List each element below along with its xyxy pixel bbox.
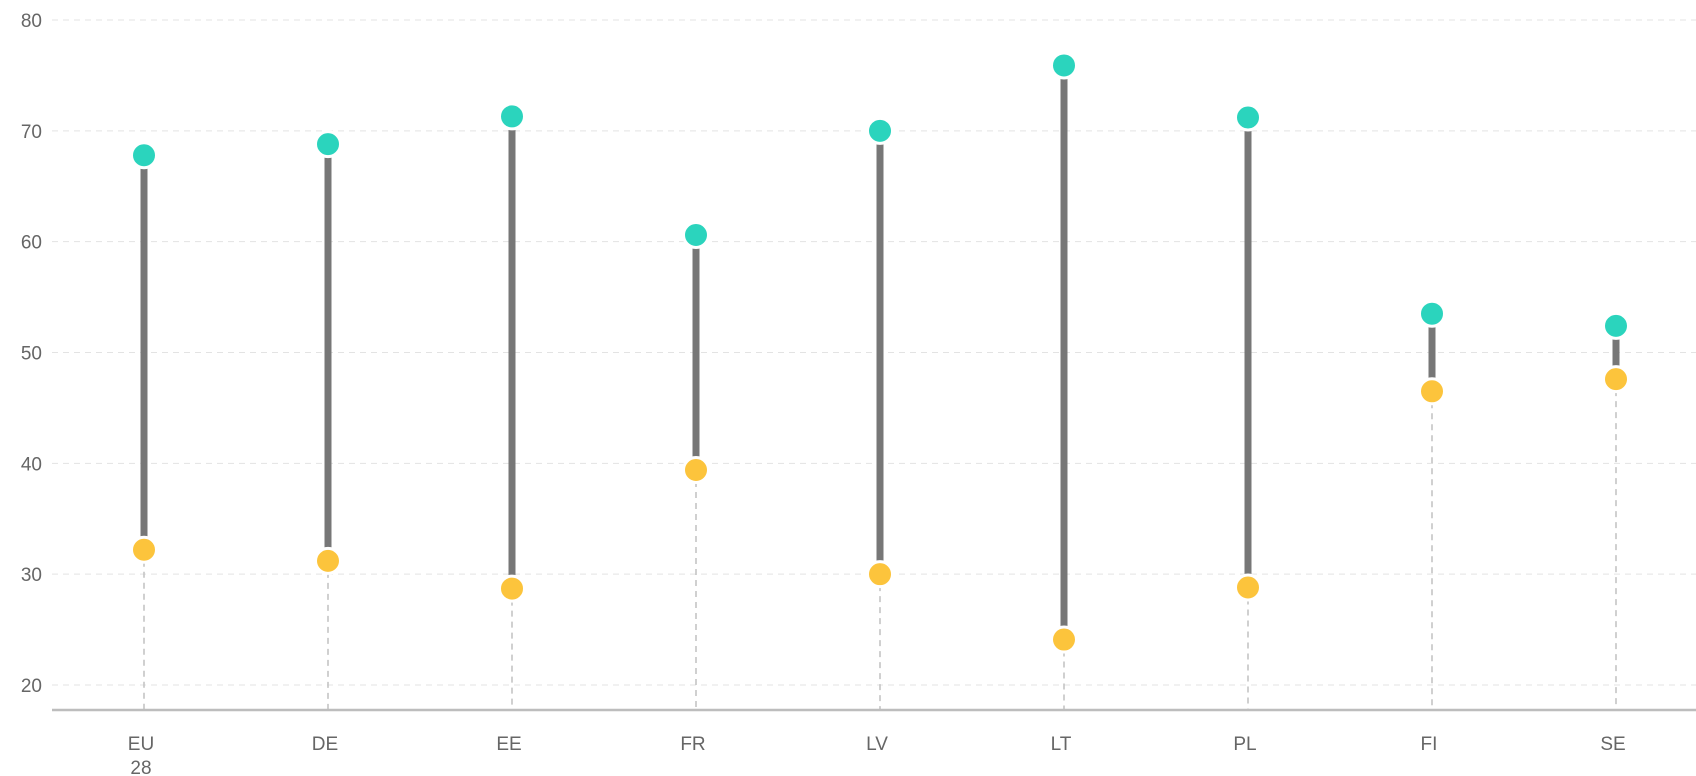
high-point[interactable]: [498, 102, 526, 131]
low-point[interactable]: [1050, 625, 1078, 654]
x-tick-label: EE: [496, 734, 521, 755]
low-point[interactable]: [314, 546, 342, 575]
low-point[interactable]: [866, 560, 894, 589]
low-point[interactable]: [1234, 573, 1262, 602]
data-points: [130, 51, 1630, 654]
x-tick-label: LT: [1051, 734, 1072, 755]
x-tick-label: EU 28: [128, 734, 154, 776]
x-tick-label: DE: [312, 734, 338, 755]
low-point[interactable]: [498, 574, 526, 603]
y-tick-label: 80: [21, 11, 42, 32]
high-point[interactable]: [1234, 103, 1262, 132]
low-point[interactable]: [130, 535, 158, 564]
high-point[interactable]: [1050, 51, 1078, 80]
high-point[interactable]: [130, 141, 158, 170]
y-tick-label: 30: [21, 565, 42, 586]
y-tick-label: 40: [21, 454, 42, 475]
drop-lines: [143, 379, 1617, 710]
y-tick-label: 20: [21, 676, 42, 697]
x-tick-label: FI: [1421, 734, 1438, 755]
y-axis-labels: 20 30 40 50 60 70 80: [21, 11, 42, 697]
low-point[interactable]: [682, 455, 710, 484]
y-tick-label: 70: [21, 122, 42, 143]
x-tick-label: PL: [1233, 734, 1256, 755]
x-tick-label: LV: [866, 734, 888, 755]
x-axis-labels: EU 28 DE EE FR LV LT PL FI SE: [128, 734, 1626, 776]
high-point[interactable]: [682, 221, 710, 250]
low-point[interactable]: [1418, 377, 1446, 406]
high-point[interactable]: [314, 130, 342, 159]
x-tick-label: SE: [1600, 734, 1625, 755]
grid-layer: [52, 19, 1696, 686]
high-point[interactable]: [1418, 299, 1446, 328]
high-point[interactable]: [866, 116, 894, 145]
low-point[interactable]: [1602, 365, 1630, 394]
high-point[interactable]: [1602, 311, 1630, 340]
y-tick-label: 60: [21, 233, 42, 254]
x-tick-label: FR: [680, 734, 705, 755]
range-bars: [140, 65, 1620, 640]
y-tick-label: 50: [21, 344, 42, 365]
